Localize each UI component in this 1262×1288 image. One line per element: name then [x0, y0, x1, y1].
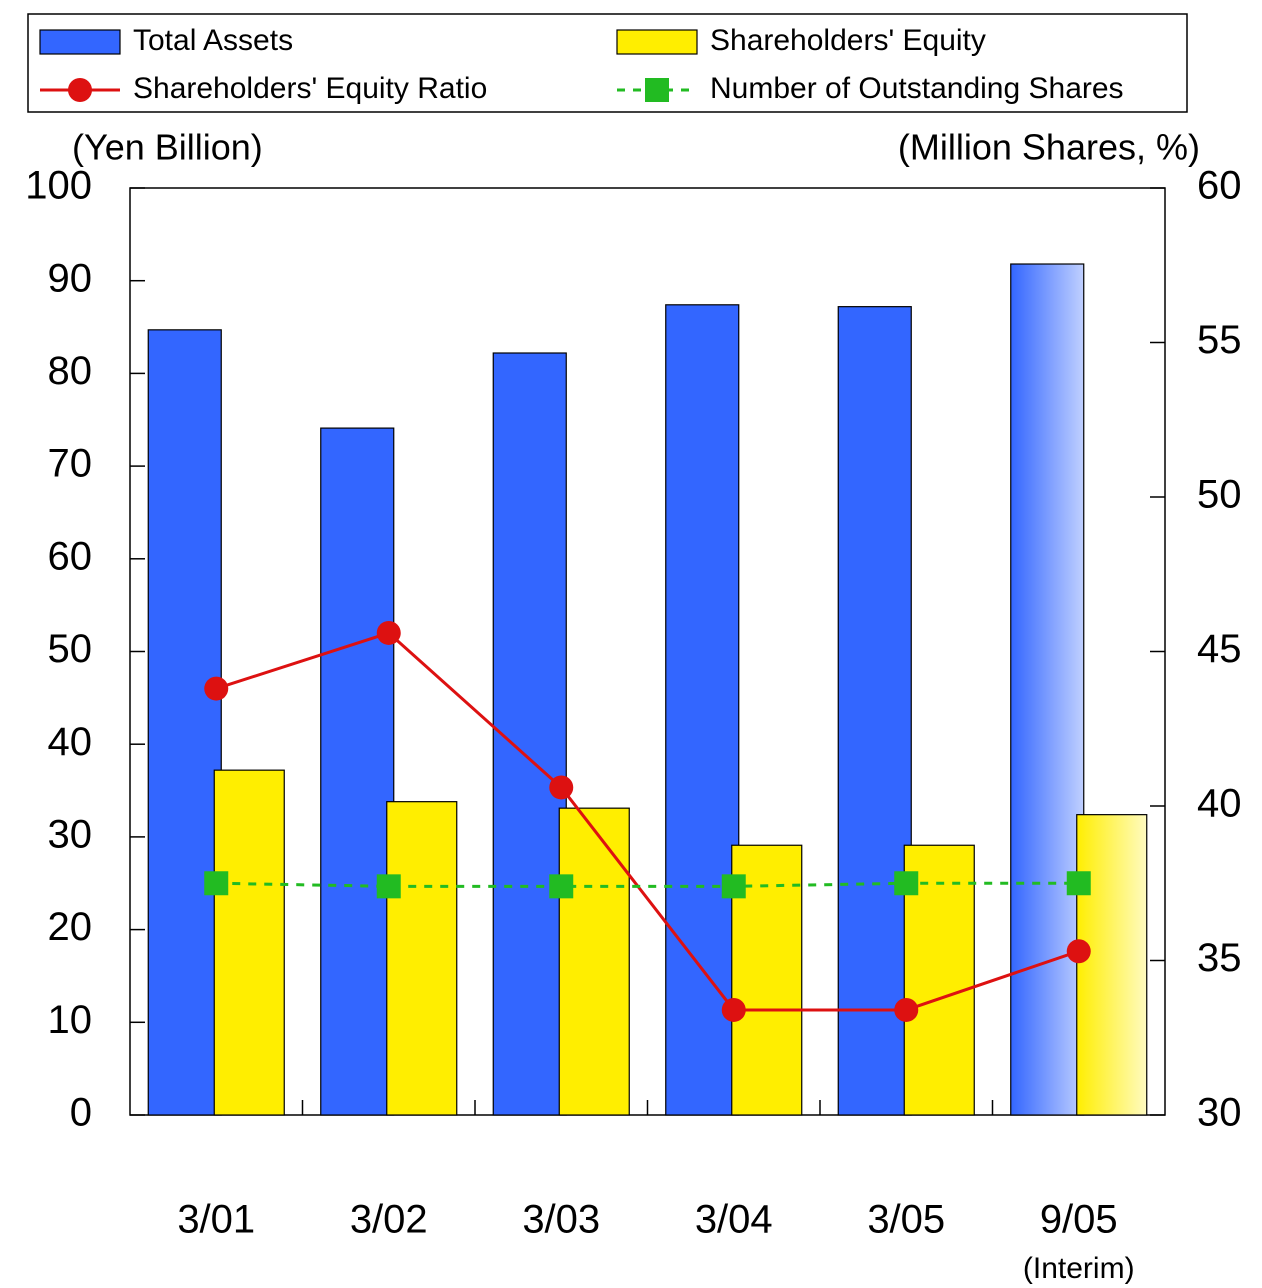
y-tick-label: 40 [48, 720, 93, 764]
marker [894, 997, 919, 1022]
legend-box [27, 13, 1188, 113]
y-tick-label: 20 [48, 905, 93, 949]
bar [1076, 814, 1148, 1116]
legend-swatch [616, 29, 698, 55]
annotation: (Interim) [1023, 1252, 1135, 1285]
y2-tick-label: 50 [1197, 473, 1242, 517]
marker [549, 874, 574, 899]
bar [386, 801, 458, 1116]
marker [204, 676, 229, 701]
y-tick-label: 50 [48, 627, 93, 671]
y2-tick-label: 60 [1197, 164, 1242, 208]
y-tick-label: 10 [48, 998, 93, 1042]
y2-tick-label: 30 [1197, 1091, 1242, 1135]
y2-tick-label: 40 [1197, 782, 1242, 826]
marker [1066, 939, 1091, 964]
legend-label: Shareholders' Equity [710, 24, 986, 57]
x-tick-label: 3/05 [867, 1198, 945, 1242]
legend-marker [645, 78, 669, 102]
marker [1066, 871, 1091, 896]
x-tick-label: 9/05 [1040, 1198, 1118, 1242]
y2-axis-label: (Million Shares, %) [898, 127, 1200, 168]
marker [721, 997, 746, 1022]
bar [320, 427, 395, 1116]
x-tick-label: 3/04 [695, 1198, 773, 1242]
marker [894, 871, 919, 896]
y-tick-label: 70 [48, 442, 93, 486]
legend-swatch [39, 29, 121, 55]
y-tick-label: 90 [48, 256, 93, 300]
y-tick-label: 0 [70, 1091, 92, 1135]
y-tick-label: 80 [48, 349, 93, 393]
x-tick-label: 3/02 [350, 1198, 428, 1242]
legend-label: Total Assets [133, 24, 293, 57]
bar [1010, 263, 1085, 1116]
x-tick-label: 3/03 [522, 1198, 600, 1242]
marker [549, 775, 574, 800]
legend-marker [68, 78, 92, 102]
y-tick-label: 30 [48, 812, 93, 856]
bar [147, 329, 222, 1116]
line [215, 631, 1080, 1012]
bar [492, 352, 567, 1116]
x-tick-label: 3/01 [177, 1198, 255, 1242]
marker [721, 874, 746, 899]
legend-label: Number of Outstanding Shares [710, 72, 1124, 105]
marker [376, 620, 401, 645]
bar [837, 306, 912, 1116]
y-tick-label: 60 [48, 534, 93, 578]
bar [665, 304, 740, 1116]
bar [558, 807, 630, 1116]
y-tick-label: 100 [25, 164, 92, 208]
marker [376, 874, 401, 899]
y2-tick-label: 35 [1197, 936, 1242, 980]
marker [204, 871, 229, 896]
legend-label: Shareholders' Equity Ratio [133, 72, 487, 105]
y-axis-label: (Yen Billion) [72, 127, 263, 168]
bar [213, 769, 285, 1116]
y2-tick-label: 55 [1197, 318, 1242, 362]
y2-tick-label: 45 [1197, 627, 1242, 671]
